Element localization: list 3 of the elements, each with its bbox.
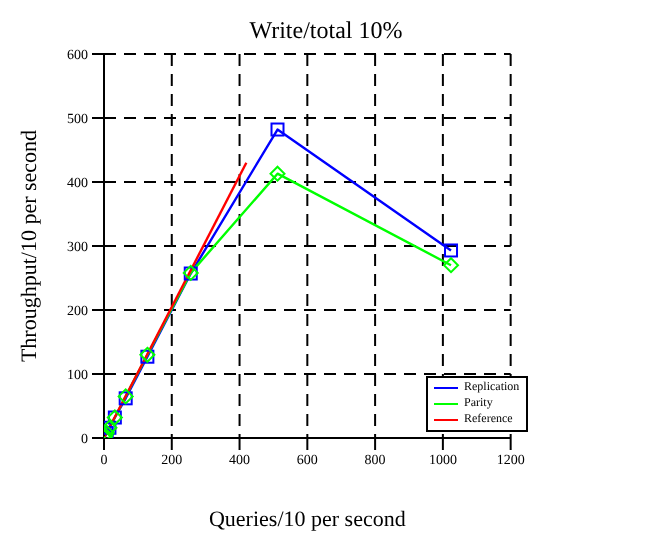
x-axis-title: Queries/10 per second <box>208 508 407 532</box>
y-axis-title: Throughput/10 per second <box>17 128 42 363</box>
chart-title: Write/total 10% <box>247 16 405 46</box>
